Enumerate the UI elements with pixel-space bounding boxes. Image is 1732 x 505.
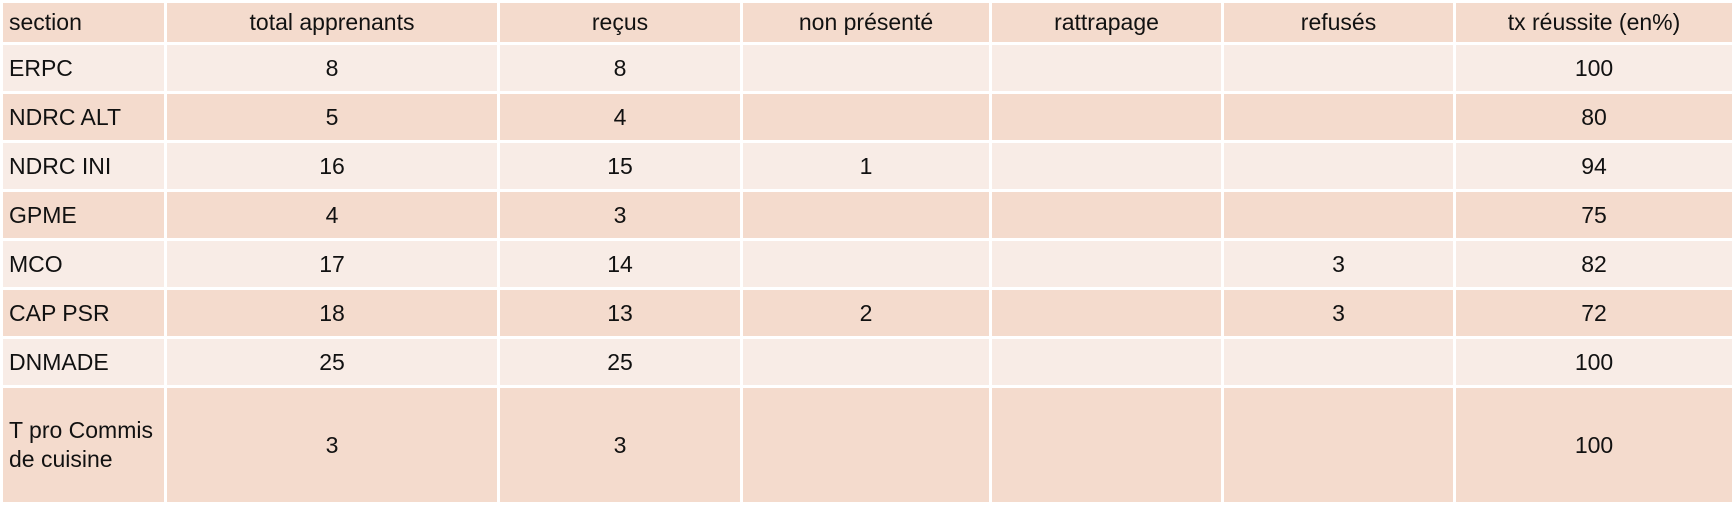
cell-refuses (1223, 44, 1455, 93)
cell-rattrapage (991, 93, 1223, 142)
cell-non-presente: 2 (742, 289, 991, 338)
cell-non-presente (742, 44, 991, 93)
cell-recus: 15 (499, 142, 742, 191)
cell-section: MCO (2, 240, 166, 289)
cell-tx-reussite: 94 (1455, 142, 1732, 191)
cell-tx-reussite: 82 (1455, 240, 1732, 289)
cell-refuses (1223, 93, 1455, 142)
header-recus: reçus (499, 2, 742, 44)
cell-rattrapage (991, 191, 1223, 240)
cell-refuses: 3 (1223, 240, 1455, 289)
cell-section: CAP PSR (2, 289, 166, 338)
cell-rattrapage (991, 44, 1223, 93)
cell-total-apprenants: 8 (166, 44, 499, 93)
cell-total-apprenants: 25 (166, 338, 499, 387)
cell-section: DNMADE (2, 338, 166, 387)
cell-refuses: 3 (1223, 289, 1455, 338)
cell-recus: 3 (499, 191, 742, 240)
cell-section: ERPC (2, 44, 166, 93)
header-rattrapage: rattrapage (991, 2, 1223, 44)
cell-tx-reussite: 80 (1455, 93, 1732, 142)
cell-recus: 8 (499, 44, 742, 93)
cell-section: T pro Commis de cuisine (2, 387, 166, 504)
cell-refuses (1223, 142, 1455, 191)
cell-refuses (1223, 191, 1455, 240)
cell-non-presente (742, 93, 991, 142)
cell-section: NDRC ALT (2, 93, 166, 142)
cell-recus: 13 (499, 289, 742, 338)
header-section: section (2, 2, 166, 44)
header-refuses: refusés (1223, 2, 1455, 44)
cell-recus: 4 (499, 93, 742, 142)
cell-total-apprenants: 4 (166, 191, 499, 240)
cell-refuses (1223, 338, 1455, 387)
header-total-apprenants: total apprenants (166, 2, 499, 44)
cell-recus: 14 (499, 240, 742, 289)
cell-total-apprenants: 17 (166, 240, 499, 289)
cell-total-apprenants: 5 (166, 93, 499, 142)
cell-total-apprenants: 16 (166, 142, 499, 191)
cell-rattrapage (991, 387, 1223, 504)
cell-section: NDRC INI (2, 142, 166, 191)
cell-recus: 3 (499, 387, 742, 504)
header-non-presente: non présenté (742, 2, 991, 44)
cell-tx-reussite: 100 (1455, 44, 1732, 93)
cell-tx-reussite: 72 (1455, 289, 1732, 338)
cell-non-presente: 1 (742, 142, 991, 191)
cell-tx-reussite: 100 (1455, 338, 1732, 387)
cell-non-presente (742, 338, 991, 387)
cell-non-presente (742, 240, 991, 289)
cell-tx-reussite: 100 (1455, 387, 1732, 504)
cell-total-apprenants: 18 (166, 289, 499, 338)
cell-rattrapage (991, 240, 1223, 289)
cell-refuses (1223, 387, 1455, 504)
cell-recus: 25 (499, 338, 742, 387)
cell-non-presente (742, 387, 991, 504)
header-tx-reussite: tx réussite (en%) (1455, 2, 1732, 44)
cell-non-presente (742, 191, 991, 240)
cell-rattrapage (991, 142, 1223, 191)
cell-total-apprenants: 3 (166, 387, 499, 504)
cell-rattrapage (991, 338, 1223, 387)
cell-section: GPME (2, 191, 166, 240)
cell-tx-reussite: 75 (1455, 191, 1732, 240)
cell-rattrapage (991, 289, 1223, 338)
